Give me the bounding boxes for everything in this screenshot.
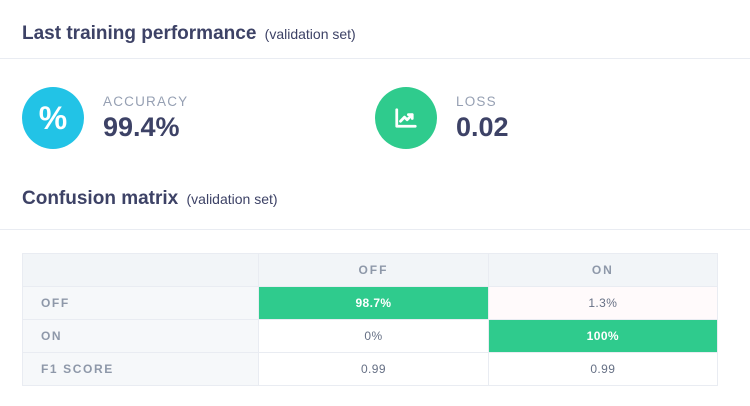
accuracy-label: ACCURACY — [103, 94, 189, 109]
section-divider — [0, 58, 750, 59]
percent-icon: % — [22, 87, 84, 149]
section-divider — [0, 229, 750, 230]
line-chart-icon — [375, 87, 437, 149]
row-label-on: ON — [21, 319, 260, 353]
metrics-row: % ACCURACY 99.4% LOSS 0.02 — [0, 59, 750, 149]
column-header-on: ON — [487, 253, 719, 287]
corner-header-cell — [21, 253, 260, 287]
cell-on-off: 0% — [258, 319, 489, 353]
performance-section-title: Last training performance (validation se… — [0, 0, 750, 45]
accuracy-value: 99.4% — [103, 112, 180, 142]
confusion-matrix-wrap: OFF ON OFF 98.7% 1.3% ON 0% 100% F1 SCOR… — [0, 230, 750, 386]
cell-f1-off: 0.99 — [258, 352, 489, 386]
performance-subtitle: (validation set) — [264, 26, 356, 42]
cell-on-on: 100% — [487, 319, 719, 353]
cell-off-on: 1.3% — [487, 286, 719, 320]
confusion-header-row: OFF ON — [21, 253, 719, 287]
row-label-f1-score: F1 SCORE — [21, 352, 260, 386]
cell-off-off: 98.7% — [258, 286, 489, 320]
cell-f1-on: 0.99 — [487, 352, 719, 386]
confusion-row-f1: F1 SCORE 0.99 0.99 — [21, 352, 719, 386]
loss-label: LOSS — [456, 94, 497, 109]
metric-loss: LOSS 0.02 — [375, 87, 728, 149]
performance-title-text: Last training performance — [22, 23, 257, 44]
percent-glyph: % — [38, 100, 68, 136]
confusion-title-text: Confusion matrix — [22, 188, 179, 209]
confusion-section-title: Confusion matrix (validation set) — [0, 149, 750, 210]
metric-accuracy: % ACCURACY 99.4% — [22, 87, 375, 149]
row-label-off: OFF — [21, 286, 260, 320]
confusion-row-off: OFF 98.7% 1.3% — [21, 286, 719, 320]
confusion-subtitle: (validation set) — [186, 191, 278, 207]
metric-accuracy-text: ACCURACY 99.4% — [103, 94, 188, 142]
metric-loss-text: LOSS 0.02 — [456, 94, 509, 142]
loss-value: 0.02 — [456, 112, 509, 142]
confusion-matrix-table: OFF ON OFF 98.7% 1.3% ON 0% 100% F1 SCOR… — [21, 253, 719, 386]
confusion-row-on: ON 0% 100% — [21, 319, 719, 353]
column-header-off: OFF — [258, 253, 489, 287]
